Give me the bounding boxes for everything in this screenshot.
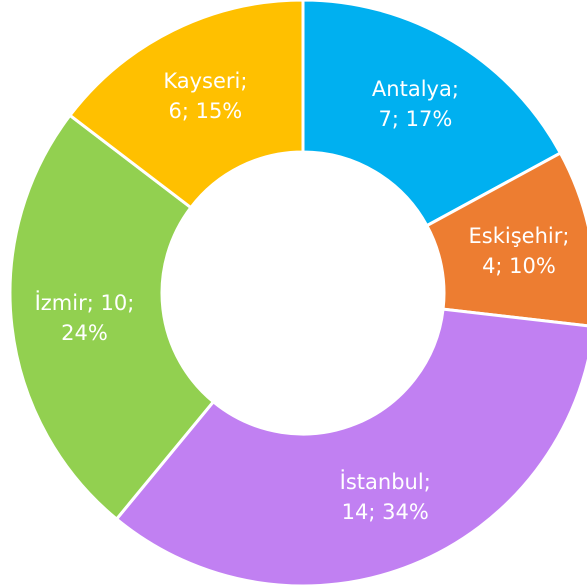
data-label-line: İstanbul;	[340, 469, 431, 494]
data-label-line: 4; 10%	[482, 254, 556, 278]
data-label-line: İzmir; 10;	[35, 290, 135, 315]
data-label: Antalya; 7; 17%	[372, 77, 459, 131]
data-label-line: 7; 17%	[379, 107, 453, 131]
data-label: İstanbul; 14; 34%	[340, 469, 431, 524]
data-label-line: 14; 34%	[342, 500, 429, 524]
data-label: Eskişehir; 4; 10%	[469, 224, 570, 278]
donut-slice	[8, 113, 216, 522]
data-label: Kayseri; 6; 15%	[163, 69, 247, 123]
data-label-line: Antalya;	[372, 77, 459, 101]
data-label-line: 6; 15%	[168, 99, 242, 123]
donut-slice	[67, 0, 305, 210]
donut-slice	[424, 150, 587, 328]
data-label-line: Eskişehir;	[469, 224, 570, 248]
data-label: İzmir; 10; 24%	[35, 290, 135, 345]
donut-slice	[114, 307, 587, 586]
data-label-line: Kayseri;	[163, 69, 247, 93]
donut-slice	[301, 0, 563, 228]
data-label-line: 24%	[61, 321, 108, 345]
